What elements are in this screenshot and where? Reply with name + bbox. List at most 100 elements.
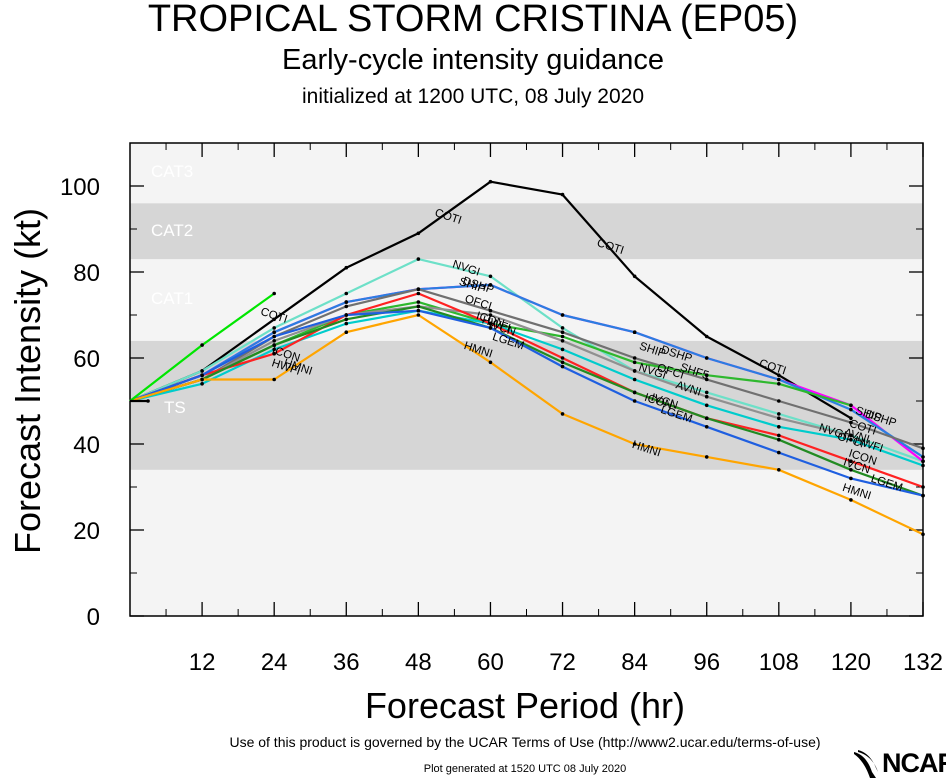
series-point-hwfi bbox=[344, 321, 349, 326]
series-point-dshp bbox=[921, 459, 925, 464]
intensity-band-labels: TS CAT1 CAT2 CAT3 bbox=[151, 162, 193, 417]
series-point-ivcn bbox=[849, 468, 853, 472]
series-point-nvgi bbox=[344, 291, 349, 296]
model-series bbox=[129, 179, 925, 537]
y-tick-label: 80 bbox=[73, 260, 100, 287]
series-point-shf5 bbox=[560, 334, 565, 339]
series-point-ship bbox=[704, 356, 709, 360]
series-point-coti bbox=[704, 334, 709, 339]
series-line-lgem bbox=[129, 309, 924, 497]
series-point-hmni bbox=[200, 377, 204, 382]
series-point-coti bbox=[344, 265, 349, 270]
series-point-ivcn bbox=[777, 437, 781, 442]
series-point-hwfi bbox=[560, 347, 565, 352]
series-line-ivcn bbox=[129, 305, 924, 497]
series-point-shf5 bbox=[416, 300, 421, 304]
series-point-icon bbox=[488, 321, 493, 326]
series-point-coti bbox=[416, 231, 421, 236]
series-point-avni bbox=[272, 339, 276, 343]
series-line-hmni bbox=[129, 313, 924, 536]
series-point-ship bbox=[488, 283, 493, 287]
x-tick-label: 72 bbox=[549, 649, 576, 676]
series-point-avni bbox=[488, 313, 493, 317]
series-point-hmni bbox=[488, 360, 493, 365]
series-point-shf5 bbox=[849, 403, 853, 408]
series-point-icon bbox=[560, 356, 565, 360]
series-point-nvgi bbox=[777, 412, 781, 416]
band-label-ts: TS bbox=[164, 398, 186, 417]
band-label-cat3: CAT3 bbox=[151, 162, 193, 181]
series-point-nvgi bbox=[416, 257, 421, 261]
series-point-ivcn bbox=[344, 317, 349, 322]
ncar-swoosh-icon bbox=[854, 750, 878, 778]
series-point-nvgi bbox=[488, 274, 493, 279]
series-point-ship bbox=[272, 330, 276, 335]
series-point-lgem bbox=[849, 476, 853, 481]
series-point-lgem bbox=[344, 313, 349, 317]
series-point-ivcn bbox=[560, 360, 565, 365]
series-point-shf5 bbox=[632, 360, 637, 365]
series-point-coti bbox=[777, 373, 781, 378]
series-point-hmni bbox=[272, 377, 276, 382]
series-point-nvgi bbox=[200, 369, 204, 373]
series-point-shf5 bbox=[704, 373, 709, 378]
series-line-nvgi bbox=[129, 258, 924, 463]
terms-of-use: Use of this product is governed by the U… bbox=[229, 734, 821, 750]
series-point-ivcn bbox=[704, 416, 709, 421]
series-point-lgem bbox=[200, 373, 204, 378]
x-tick-label: 84 bbox=[621, 649, 648, 676]
series-point-ofci bbox=[560, 330, 565, 335]
series-point-coti bbox=[272, 317, 276, 322]
series-point-ship bbox=[777, 377, 781, 382]
y-tick-label: 60 bbox=[73, 346, 100, 373]
series-point-lgem bbox=[488, 326, 493, 330]
series-point-nvgi bbox=[272, 326, 276, 330]
y-tick-label: 100 bbox=[60, 174, 100, 201]
series-point-hwfi bbox=[200, 382, 204, 386]
series-point-ship bbox=[632, 330, 637, 335]
series-point-avni bbox=[704, 394, 709, 399]
series-point-lgem bbox=[272, 334, 276, 339]
series-point-lgem bbox=[416, 308, 421, 313]
series-point-hmni bbox=[344, 330, 349, 335]
band-label-cat2: CAT2 bbox=[151, 221, 193, 240]
intensity-bands bbox=[130, 143, 923, 616]
series-point-coti bbox=[632, 274, 637, 279]
series-point-ofci bbox=[416, 287, 421, 292]
series-line-icon bbox=[129, 292, 924, 489]
series-point-unlabeled bbox=[272, 291, 276, 296]
band-cat2 bbox=[130, 203, 923, 260]
series-point-ofci bbox=[344, 304, 349, 309]
series-point-nvgi bbox=[560, 326, 565, 330]
series-point-ship bbox=[560, 313, 565, 317]
series-point-ship bbox=[921, 455, 925, 459]
series-line-hwfi bbox=[129, 309, 924, 467]
series-point-hmni bbox=[560, 412, 565, 416]
series-point-hmni bbox=[704, 455, 709, 459]
series-point-ofci bbox=[921, 446, 925, 451]
series-point-hmni bbox=[921, 532, 925, 537]
band-label-cat1: CAT1 bbox=[151, 289, 193, 308]
series-point-icon bbox=[416, 291, 421, 296]
series-point-nvgi bbox=[704, 390, 709, 395]
series-point-ship bbox=[849, 407, 853, 412]
ncar-logo-text: NCAR bbox=[882, 748, 946, 778]
plot-generated-time: Plot generated at 1520 UTC 08 July 2020 bbox=[423, 763, 627, 775]
band-cat3 bbox=[130, 143, 923, 204]
y-tick-label: 40 bbox=[73, 432, 100, 459]
series-point-avni bbox=[849, 433, 853, 438]
series-point-ofci bbox=[849, 420, 853, 425]
series-point-lgem bbox=[704, 425, 709, 429]
x-tick-label: 12 bbox=[189, 649, 216, 676]
series-point-ofci bbox=[632, 356, 637, 360]
series-point-hwfi bbox=[272, 347, 276, 352]
chart-subtitle: Early-cycle intensity guidance bbox=[281, 44, 664, 76]
series-point-icon bbox=[272, 351, 276, 356]
series-point-avni bbox=[777, 416, 781, 421]
x-tick-label: 132 bbox=[903, 649, 943, 676]
series-point-icon bbox=[777, 433, 781, 438]
series-point-ofci bbox=[488, 308, 493, 313]
series-point-ofci bbox=[704, 377, 709, 382]
series-point-unlabeled bbox=[200, 343, 204, 347]
chart-title: TROPICAL STORM CRISTINA (EP05) bbox=[147, 0, 799, 40]
